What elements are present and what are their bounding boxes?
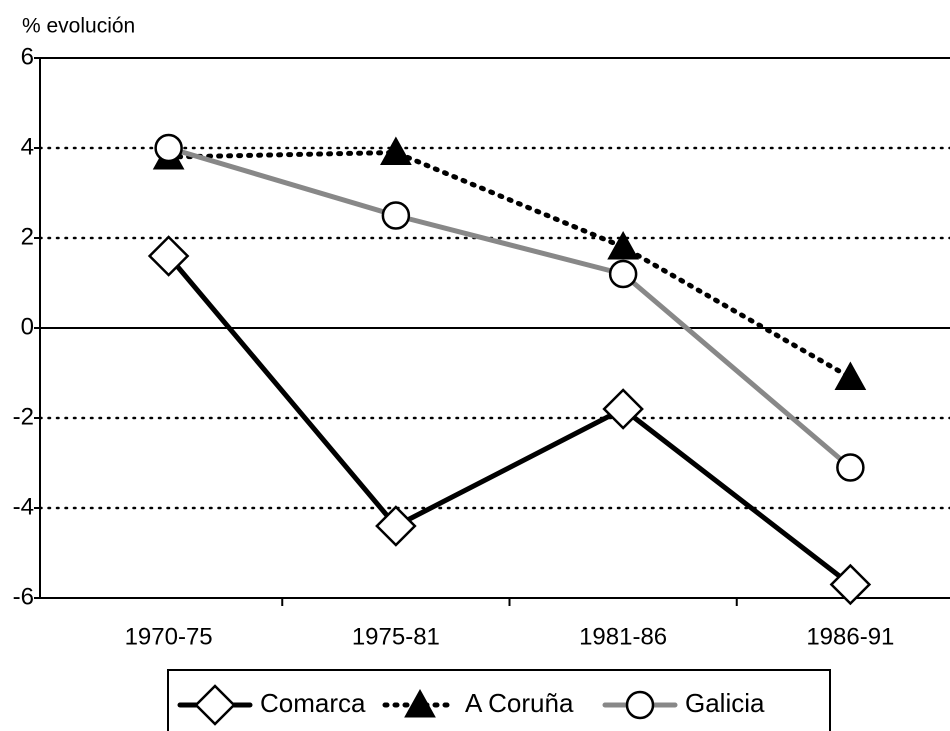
x-tick-label: 1970-75 — [125, 623, 213, 650]
point — [607, 230, 639, 260]
point — [380, 136, 412, 165]
point — [375, 505, 417, 547]
x-tick-label: 1981-86 — [579, 623, 667, 650]
point — [608, 259, 638, 289]
y-tick-label: -6 — [13, 583, 34, 610]
y-tick-label: -2 — [13, 403, 34, 430]
legend-marker — [404, 688, 436, 718]
legend-box — [167, 669, 831, 731]
point — [829, 563, 872, 606]
legend: Comarca A Coruña Galicia — [167, 669, 831, 731]
legend-label: Galicia — [685, 688, 765, 718]
y-tick-label: 6 — [21, 43, 34, 70]
series-line — [166, 253, 853, 587]
legend-marker — [194, 684, 236, 726]
legend-label: A Coruña — [465, 688, 574, 718]
point — [147, 235, 190, 277]
y-tick-label: -4 — [13, 493, 34, 520]
point — [154, 133, 183, 163]
y-tick-label: 2 — [21, 223, 34, 250]
legend-marker — [625, 690, 655, 720]
x-tick-label: 1975-81 — [352, 623, 440, 650]
point — [381, 201, 411, 230]
point — [834, 361, 867, 390]
legend-label: Comarca — [260, 688, 366, 718]
y-axis-label: % evolución — [22, 15, 135, 38]
series-line — [166, 150, 853, 380]
point — [836, 453, 865, 482]
series-line — [166, 145, 853, 470]
y-tick-label: 4 — [21, 133, 34, 160]
x-tick-label: 1986-91 — [806, 623, 894, 650]
y-tick-label: 0 — [21, 313, 34, 340]
point — [602, 388, 644, 430]
